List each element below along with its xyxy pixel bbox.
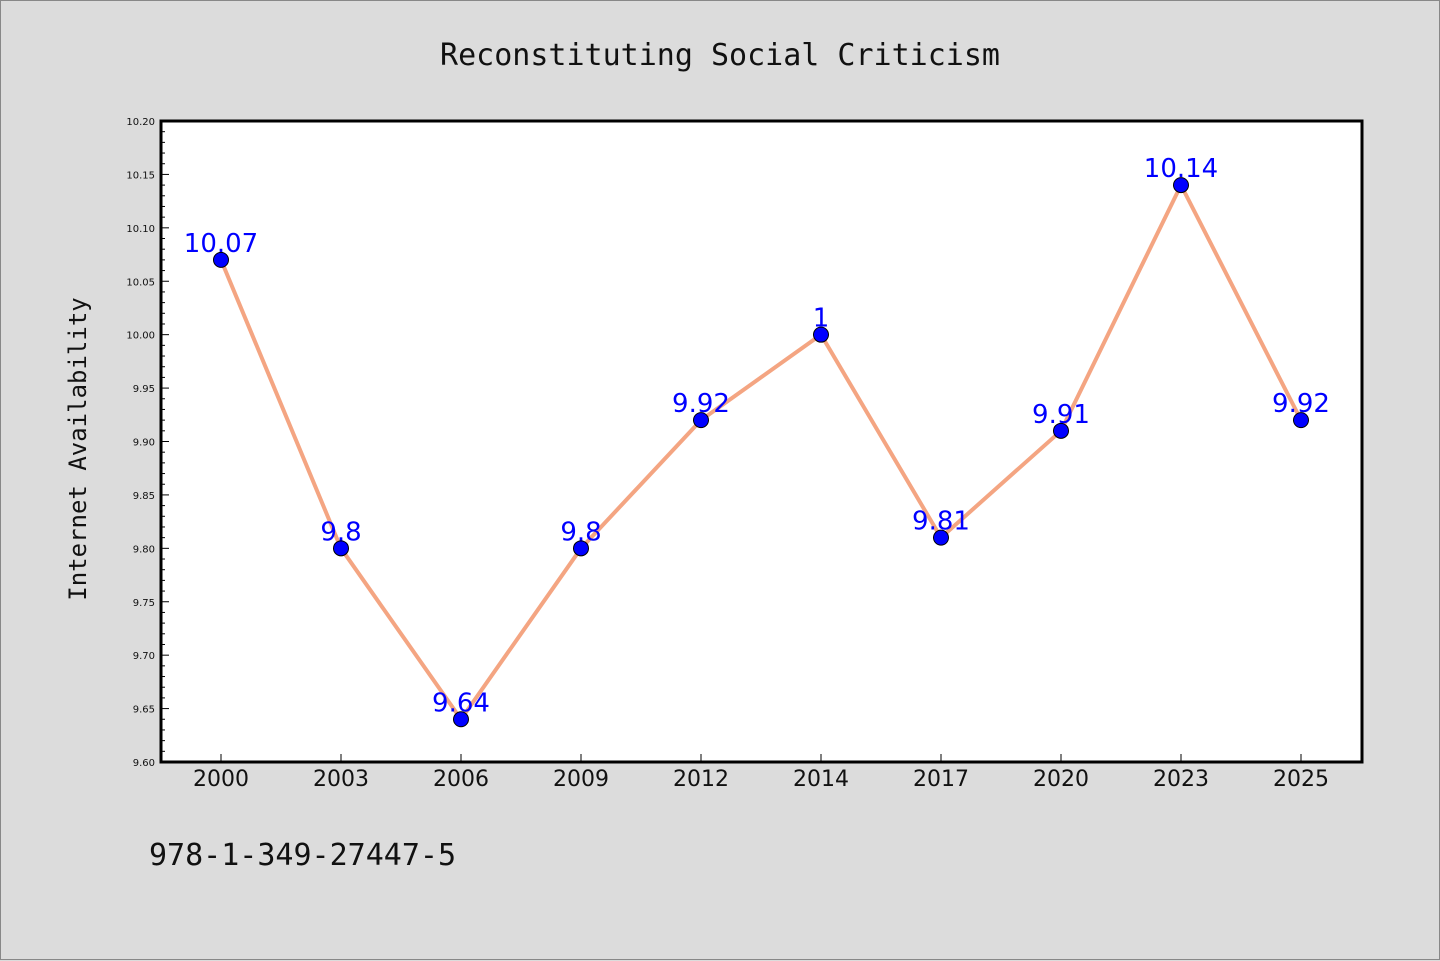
data-label: 9.64 <box>432 688 490 718</box>
data-labels: 10.07 9.8 9.64 9.8 9.92 1 9.81 9.91 10.14 9.92 <box>184 154 1330 718</box>
x-tick-label: 2003 <box>313 767 369 792</box>
data-point <box>693 412 709 429</box>
data-label: 9.91 <box>1032 400 1090 430</box>
y-tick-label: 9.60 <box>133 758 155 769</box>
data-label: 9.8 <box>560 517 601 547</box>
data-point <box>1173 177 1189 194</box>
y-tick-label: 10.00 <box>126 331 155 342</box>
data-label: 10.07 <box>184 229 258 259</box>
data-series <box>213 177 1309 728</box>
y-tick-label: 9.90 <box>133 438 155 449</box>
y-tick-label: 9.65 <box>133 705 155 716</box>
data-point <box>333 540 349 557</box>
chart-title: Reconstituting Social Criticism <box>440 38 1000 73</box>
x-tick-label: 2020 <box>1033 767 1089 792</box>
data-point <box>573 540 589 557</box>
y-axis-ticks: 9.60 9.65 9.70 9.75 9.80 9.85 9.90 9.95 10.00 10.… <box>126 117 169 769</box>
y-tick-label: 9.75 <box>133 598 155 609</box>
isbn-text: 978-1-349-27447-5 <box>149 838 456 873</box>
data-label: 9.92 <box>672 389 730 419</box>
data-label: 9.81 <box>912 507 970 537</box>
x-tick-label: 2006 <box>433 767 489 792</box>
data-label: 10.14 <box>1144 154 1218 184</box>
data-point <box>1053 422 1069 439</box>
y-tick-label: 9.70 <box>133 651 155 662</box>
data-point <box>933 529 949 546</box>
y-tick-label: 10.10 <box>126 224 155 235</box>
x-tick-label: 2000 <box>193 767 249 792</box>
x-tick-label: 2023 <box>1153 767 1209 792</box>
data-point <box>1293 412 1309 429</box>
x-tick-label: 2012 <box>673 767 729 792</box>
data-label: 9.8 <box>320 517 361 547</box>
x-tick-label: 2009 <box>553 767 609 792</box>
data-point <box>213 251 229 268</box>
data-point <box>453 711 469 728</box>
x-tick-label: 2014 <box>793 767 849 792</box>
y-tick-label: 10.05 <box>126 277 155 288</box>
data-label: 9.92 <box>1272 389 1330 419</box>
data-label: 1 <box>813 304 830 334</box>
y-axis-label: Internet Availability <box>64 297 92 600</box>
x-axis-ticks: 2000 2003 2006 2009 2012 2014 2017 2020 2023 2025 <box>193 754 1329 792</box>
data-point <box>813 326 829 343</box>
plot-area <box>159 119 1364 764</box>
series-line <box>219 183 1303 722</box>
y-tick-label: 9.95 <box>133 384 155 395</box>
y-tick-label: 9.85 <box>133 491 155 502</box>
y-tick-label: 9.80 <box>133 544 155 555</box>
x-tick-label: 2025 <box>1273 767 1329 792</box>
y-tick-label: 10.15 <box>126 170 155 181</box>
y-tick-label: 10.20 <box>126 117 155 128</box>
x-tick-label: 2017 <box>913 767 969 792</box>
